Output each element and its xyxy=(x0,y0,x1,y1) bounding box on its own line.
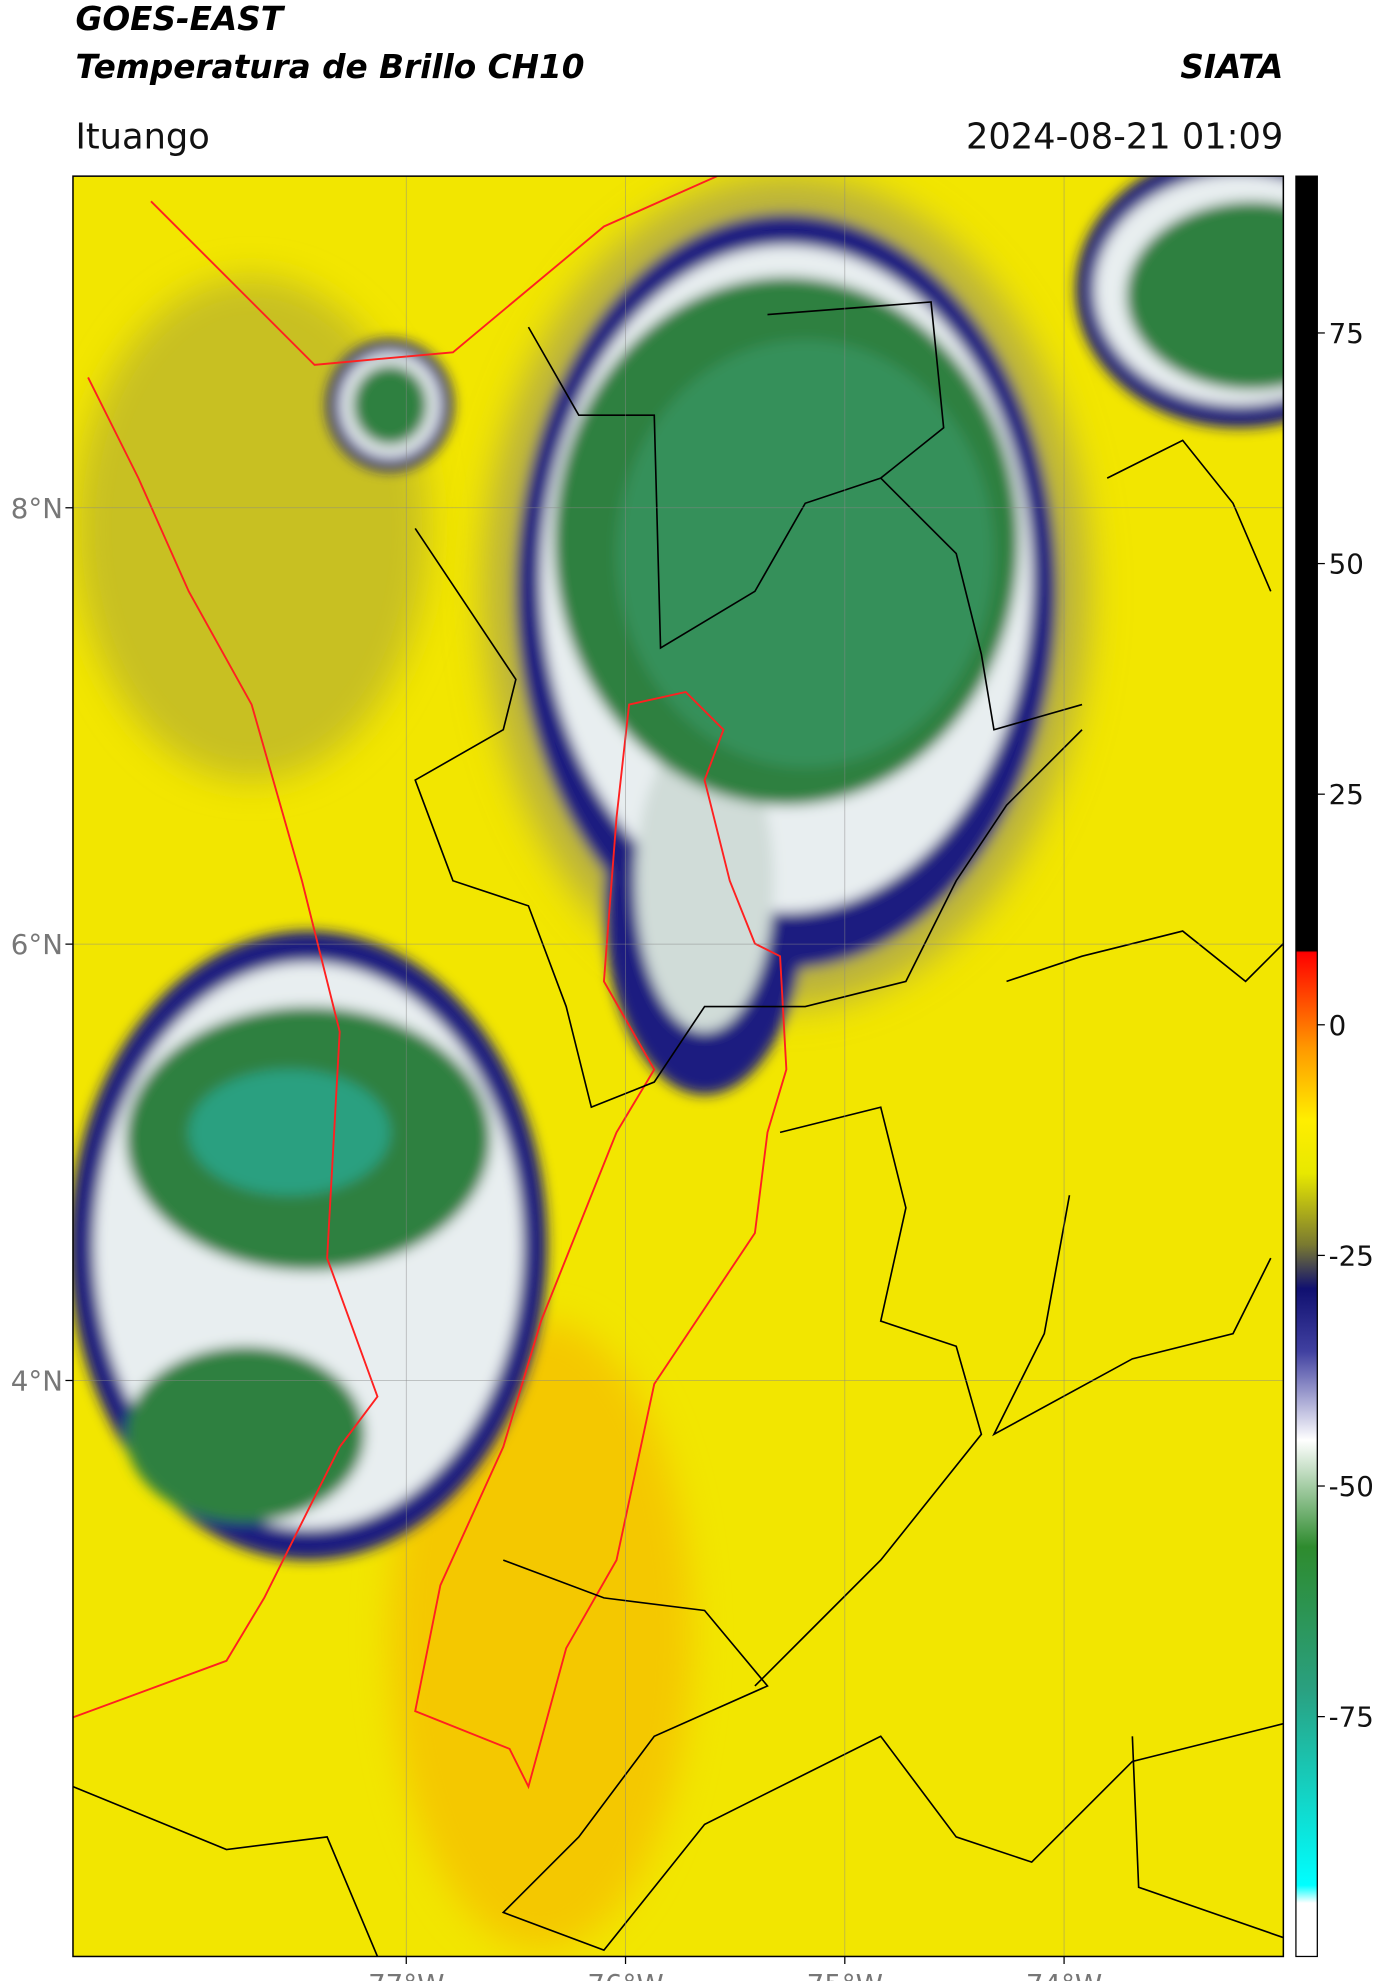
lat-tick-label: 6°N xyxy=(11,928,63,961)
lon-tick-label: 77°W xyxy=(368,1968,444,1981)
colorbar-tick-label: 25 xyxy=(1329,778,1364,811)
lon-tick-label: 76°W xyxy=(587,1968,663,1981)
lat-tick-label: 8°N xyxy=(11,492,63,525)
colorbar-tick-label: -75 xyxy=(1329,1701,1374,1734)
datetime: 2024-08-21 01:09 xyxy=(966,116,1283,157)
satellite-image xyxy=(72,176,1284,1957)
colorbar-tick-label: 50 xyxy=(1329,548,1364,581)
colorbar xyxy=(1295,175,1318,1958)
colorbar-tick-label: 0 xyxy=(1329,1009,1347,1042)
lon-tick-label: 74°W xyxy=(1026,1968,1102,1981)
graticule xyxy=(72,176,1284,1957)
location: Ituango xyxy=(75,116,209,157)
title: GOES-EAST xyxy=(75,0,285,38)
subtitle: Temperatura de Brillo CH10 xyxy=(75,48,584,86)
map-frame xyxy=(72,175,1285,1958)
source: SIATA xyxy=(1180,48,1283,86)
colorbar-tick-label: -50 xyxy=(1329,1470,1374,1503)
lon-tick-label: 75°W xyxy=(807,1968,883,1981)
colorbar-tick-label: -25 xyxy=(1329,1239,1374,1272)
lat-tick-label: 4°N xyxy=(11,1365,63,1398)
colorbar-tick-label: 75 xyxy=(1329,317,1364,350)
